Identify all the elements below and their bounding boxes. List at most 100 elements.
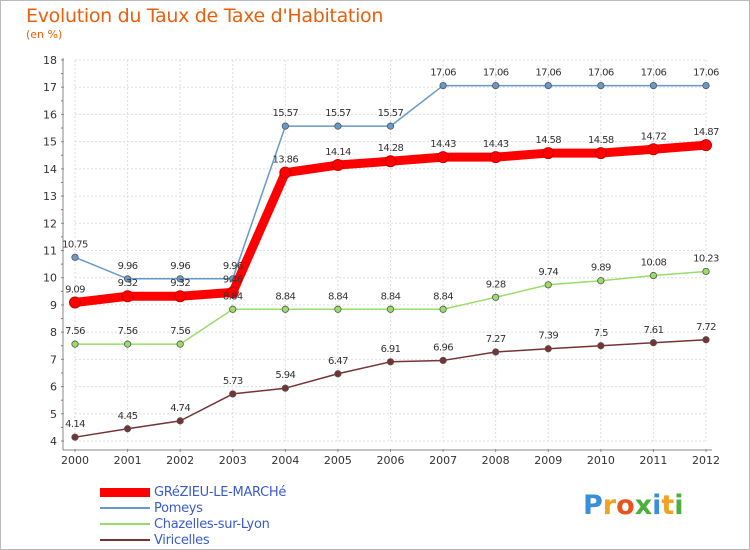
data-label: 5.73 [223, 376, 243, 387]
data-label: 7.27 [486, 334, 506, 345]
data-point [492, 81, 500, 90]
data-label: 10.23 [693, 253, 719, 264]
data-label: 9.89 [591, 263, 611, 274]
x-tick-label: 2011 [639, 454, 667, 467]
data-label: 7.61 [643, 325, 663, 336]
data-label: 7.56 [118, 326, 138, 337]
data-point [649, 271, 658, 280]
data-label: 6.91 [381, 344, 401, 355]
data-point [123, 275, 132, 283]
data-point [71, 253, 79, 261]
data-label: 17.06 [693, 68, 719, 79]
data-label: 9.32 [118, 278, 138, 289]
legend-item: Viricelles [100, 532, 286, 548]
data-label: 7.56 [170, 326, 190, 337]
legend-label: Pomeys [154, 500, 203, 516]
series-layer [69, 81, 712, 441]
data-label: 5.94 [275, 370, 295, 381]
data-point [597, 342, 605, 350]
data-point [281, 122, 289, 130]
data-label: 8.84 [223, 291, 243, 302]
legend-label: Chazelles-sur-Lyon [154, 516, 270, 532]
y-tick-label: 6 [50, 381, 57, 394]
data-label: 14.43 [430, 139, 456, 150]
data-point [544, 81, 552, 90]
data-label: 4.14 [65, 419, 85, 430]
data-label: 14.14 [325, 147, 351, 158]
data-point [439, 81, 447, 90]
x-tick-label: 2009 [534, 454, 562, 467]
data-point [279, 166, 292, 179]
data-point [544, 281, 552, 289]
y-tick-label: 16 [43, 108, 57, 121]
data-label: 14.72 [641, 131, 667, 142]
data-label: 6.47 [328, 356, 348, 367]
data-point [702, 267, 710, 276]
data-point [71, 340, 79, 348]
data-label: 17.06 [588, 68, 614, 79]
y-tick-label: 17 [43, 81, 57, 94]
legend-item: Chazelles-sur-Lyon [100, 516, 286, 532]
legend-label: Viricelles [154, 532, 210, 548]
data-label: 7.39 [538, 331, 558, 342]
data-label: 14.87 [693, 127, 719, 138]
data-point [229, 305, 237, 313]
data-point [437, 151, 450, 164]
y-tick-label: 4 [50, 435, 57, 448]
legend-swatch [100, 487, 150, 497]
data-point [544, 345, 552, 353]
data-label: 17.06 [535, 68, 561, 79]
data-point [176, 275, 184, 283]
y-tick-label: 11 [43, 245, 57, 258]
data-label: 15.57 [378, 108, 404, 119]
x-tick-label: 2012 [692, 454, 720, 467]
data-label: 14.58 [535, 135, 561, 146]
data-label: 14.58 [588, 135, 614, 146]
data-label: 4.45 [118, 411, 138, 422]
data-label: 9.96 [223, 261, 243, 272]
data-point [226, 286, 239, 299]
data-point [334, 122, 342, 130]
data-label: 9.09 [65, 284, 85, 295]
logo-letter: i [674, 490, 684, 521]
legend: GRéZIEU-LE-MARCHé Pomeys Chazelles-sur-Lyo… [100, 484, 286, 548]
data-point [281, 384, 289, 392]
data-label: 14.28 [378, 143, 404, 154]
data-point [386, 122, 395, 130]
data-point [331, 159, 344, 172]
data-point [647, 143, 660, 156]
legend-swatch [100, 539, 150, 541]
data-label: 9.28 [486, 279, 506, 290]
data-point [71, 433, 79, 441]
data-label: 8.84 [381, 291, 401, 302]
x-tick-label: 2008 [482, 454, 510, 467]
data-point [649, 81, 658, 90]
chart-title: Evolution du Taux de Taxe d'Habitation [26, 5, 384, 27]
data-point [334, 305, 342, 313]
data-label: 8.84 [328, 291, 348, 302]
data-point [597, 277, 605, 285]
x-tick-label: 2001 [114, 454, 142, 467]
y-tick-label: 10 [43, 272, 57, 285]
data-label: 7.56 [65, 326, 85, 337]
legend-swatch [100, 507, 150, 509]
legend-label: GRéZIEU-LE-MARCHé [154, 484, 287, 500]
data-label: 8.84 [275, 291, 295, 302]
legend-swatch [100, 523, 150, 525]
data-point [174, 290, 187, 303]
proxiti-logo: Proxiti [583, 490, 684, 521]
data-label: 9.74 [538, 267, 558, 278]
data-label: 9.96 [170, 261, 190, 272]
data-point [123, 425, 132, 433]
y-tick-label: 9 [50, 299, 57, 312]
data-point [492, 293, 500, 301]
data-point [123, 340, 132, 348]
y-tick-label: 13 [43, 190, 57, 203]
logo-letter: r [602, 490, 617, 521]
data-label: 9.96 [118, 261, 138, 272]
y-tick-label: 7 [50, 353, 57, 366]
data-label: 10.08 [641, 258, 667, 269]
x-tick-label: 2002 [166, 454, 194, 467]
data-point [702, 336, 710, 344]
